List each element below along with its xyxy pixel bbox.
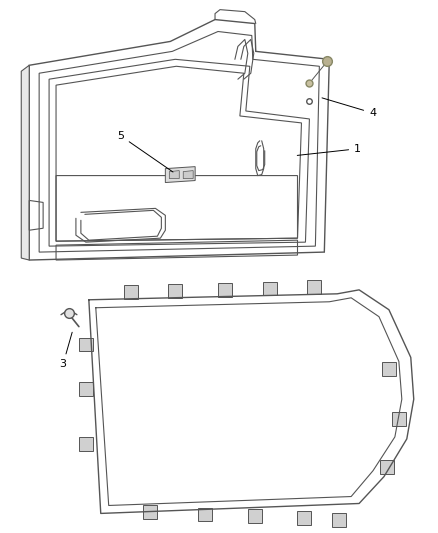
- Bar: [248, 510, 262, 523]
- Text: 3: 3: [60, 332, 72, 369]
- Bar: [382, 362, 396, 376]
- Bar: [307, 280, 321, 294]
- Bar: [198, 507, 212, 521]
- Bar: [263, 281, 277, 295]
- Text: 1: 1: [297, 144, 361, 156]
- Bar: [392, 412, 406, 426]
- Bar: [79, 382, 93, 396]
- Bar: [380, 460, 394, 474]
- Bar: [79, 337, 93, 351]
- Bar: [168, 284, 182, 298]
- Polygon shape: [165, 167, 195, 182]
- Polygon shape: [170, 171, 179, 179]
- Bar: [79, 437, 93, 451]
- Bar: [332, 513, 346, 527]
- Text: 4: 4: [322, 98, 376, 118]
- Bar: [144, 505, 157, 519]
- Bar: [124, 285, 138, 299]
- Bar: [297, 511, 311, 525]
- Bar: [218, 282, 232, 296]
- Text: 5: 5: [117, 131, 173, 172]
- Polygon shape: [21, 65, 29, 260]
- Polygon shape: [183, 171, 193, 179]
